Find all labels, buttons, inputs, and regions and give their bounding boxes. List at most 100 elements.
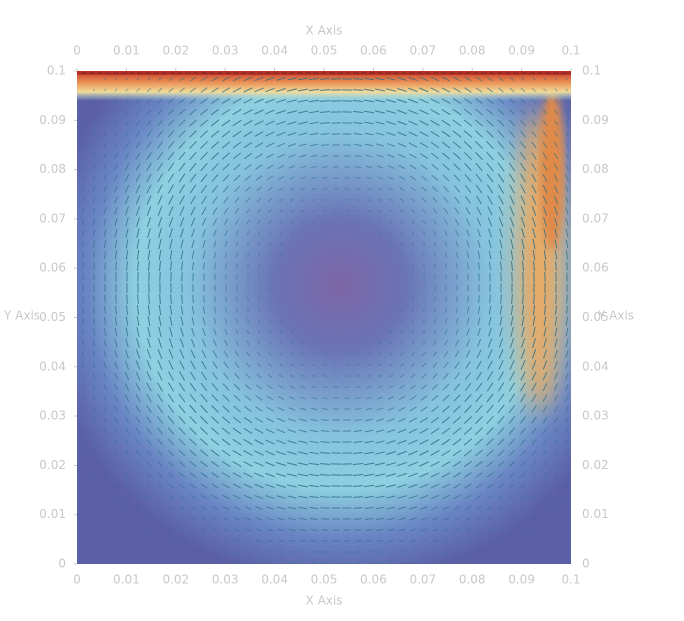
flow-arrow bbox=[463, 141, 473, 149]
flow-arrow bbox=[82, 306, 84, 314]
flow-arrow bbox=[277, 154, 285, 158]
flow-arrow bbox=[378, 352, 382, 356]
flow-arrow bbox=[409, 164, 417, 170]
flow-arrow bbox=[290, 220, 294, 224]
x-tick-label: 0.09 bbox=[508, 44, 535, 58]
flow-arrow bbox=[387, 539, 395, 543]
flow-arrow bbox=[114, 196, 118, 204]
flow-arrow bbox=[81, 219, 85, 225]
flow-arrow bbox=[213, 339, 217, 347]
flow-arrow bbox=[377, 176, 383, 180]
flow-arrow bbox=[520, 217, 526, 227]
flow-arrow bbox=[486, 427, 494, 435]
flow-arrow bbox=[157, 184, 163, 194]
flow-arrow bbox=[298, 429, 308, 433]
flow-arrow bbox=[543, 517, 547, 521]
flow-arrow bbox=[320, 133, 330, 135]
flow-arrow bbox=[456, 295, 458, 303]
flow-arrow bbox=[542, 131, 548, 137]
flow-arrow bbox=[499, 550, 503, 554]
flow-arrow bbox=[234, 208, 240, 214]
flow-arrow bbox=[487, 371, 493, 381]
flow-arrow bbox=[222, 76, 230, 82]
flow-arrow bbox=[234, 539, 240, 543]
flow-arrow bbox=[157, 438, 163, 446]
flow-arrow bbox=[169, 250, 173, 260]
flow-arrow bbox=[432, 373, 438, 379]
flow-arrow bbox=[531, 184, 537, 194]
flow-arrow bbox=[497, 461, 505, 467]
flow-arrow bbox=[254, 76, 264, 82]
flow-arrow bbox=[147, 506, 151, 510]
flow-arrow bbox=[431, 406, 439, 412]
flow-arrow bbox=[288, 528, 296, 532]
flow-arrow bbox=[92, 440, 96, 444]
flow-arrow bbox=[135, 394, 141, 402]
flow-arrow bbox=[136, 461, 140, 467]
flow-arrow bbox=[224, 318, 228, 324]
flow-arrow bbox=[222, 483, 230, 489]
flow-arrow bbox=[367, 364, 371, 366]
flow-arrow bbox=[301, 363, 305, 367]
flow-arrow bbox=[477, 239, 481, 249]
flow-arrow bbox=[298, 143, 308, 147]
flow-arrow bbox=[453, 152, 461, 160]
y-tick-label: 0.1 bbox=[582, 64, 601, 78]
flow-arrow bbox=[542, 416, 548, 424]
wall-jet-core bbox=[540, 90, 564, 250]
flow-arrow bbox=[386, 132, 396, 136]
flow-arrow bbox=[233, 163, 241, 171]
flow-arrow bbox=[81, 373, 85, 379]
flow-arrow bbox=[276, 495, 286, 499]
flow-arrow bbox=[114, 394, 118, 402]
flow-arrow bbox=[147, 304, 151, 316]
flow-arrow bbox=[375, 429, 385, 433]
flow-arrow bbox=[254, 120, 264, 126]
flow-arrow bbox=[565, 185, 569, 193]
flow-arrow bbox=[244, 164, 252, 170]
flow-arrow bbox=[136, 88, 140, 92]
flow-arrow bbox=[454, 372, 460, 380]
flow-arrow bbox=[232, 438, 242, 446]
flow-arrow bbox=[299, 407, 307, 411]
flow-arrow bbox=[520, 349, 526, 359]
flow-arrow bbox=[477, 338, 481, 348]
flow-arrow bbox=[210, 438, 220, 446]
flow-arrow bbox=[279, 220, 283, 224]
flow-arrow bbox=[554, 506, 558, 510]
flow-arrow bbox=[386, 484, 396, 488]
flow-arrow bbox=[399, 551, 405, 553]
flow-arrow bbox=[565, 99, 569, 103]
flow-arrow bbox=[157, 461, 163, 467]
flow-arrow bbox=[135, 141, 141, 149]
flow-arrow bbox=[115, 294, 117, 304]
flow-arrow bbox=[243, 142, 253, 148]
flow-arrow bbox=[430, 98, 440, 104]
flow-arrow bbox=[278, 187, 284, 191]
flow-arrow bbox=[322, 177, 328, 179]
flow-arrow bbox=[114, 417, 118, 423]
flow-arrow bbox=[411, 231, 415, 235]
flow-arrow bbox=[92, 121, 96, 125]
flow-arrow bbox=[157, 87, 163, 93]
flow-arrow bbox=[233, 383, 241, 391]
flow-arrow bbox=[365, 540, 373, 542]
flow-arrow bbox=[408, 131, 418, 137]
flow-arrow bbox=[320, 122, 330, 124]
flow-arrow bbox=[179, 87, 185, 93]
flow-arrow bbox=[489, 261, 491, 271]
flow-arrow bbox=[475, 108, 483, 116]
flow-arrow bbox=[565, 239, 569, 249]
flow-arrow bbox=[222, 87, 230, 93]
flow-arrow bbox=[310, 540, 318, 542]
flow-arrow bbox=[553, 152, 559, 160]
x-tick-label: 0.06 bbox=[360, 44, 387, 58]
flow-arrow bbox=[81, 143, 85, 147]
flow-arrow bbox=[554, 77, 558, 81]
flow-arrow bbox=[279, 330, 283, 334]
flow-arrow bbox=[213, 229, 217, 237]
flow-arrow bbox=[367, 353, 371, 355]
flow-arrow bbox=[233, 152, 241, 160]
flow-arrow bbox=[125, 338, 129, 348]
flow-arrow bbox=[224, 240, 228, 248]
